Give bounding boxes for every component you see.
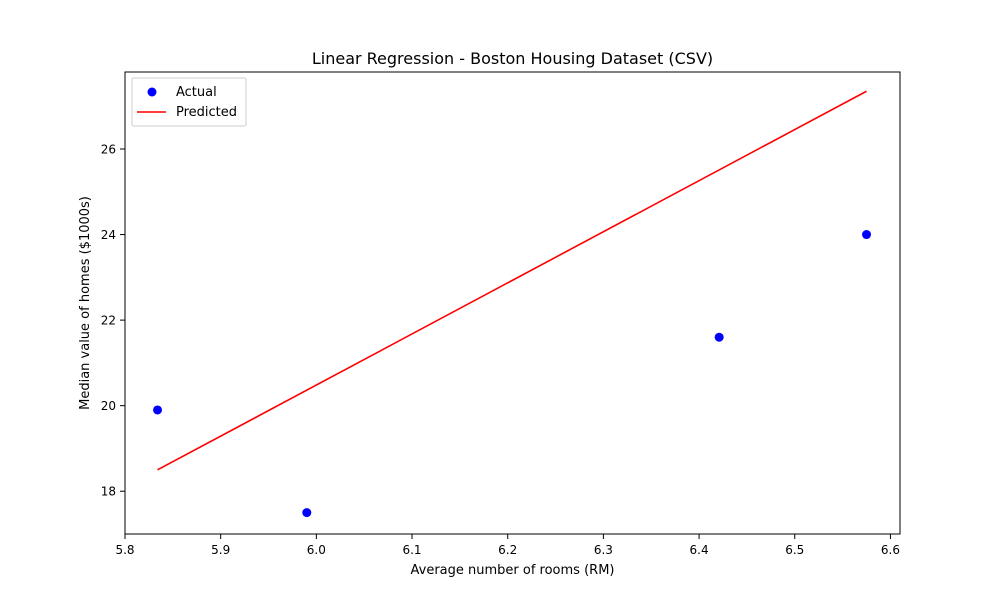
- x-axis-ticks: 5.8 5.9 6.0 6.1 6.2 6.3 6.4 6.5 6.6: [115, 534, 900, 557]
- x-tick-label: 6.3: [594, 543, 613, 557]
- x-tick-label: 6.2: [498, 543, 517, 557]
- x-tick-label: 6.4: [690, 543, 709, 557]
- y-tick-label: 26: [101, 143, 116, 157]
- x-tick-label: 6.5: [785, 543, 804, 557]
- plot-area: [153, 90, 872, 518]
- predicted-regression-line: [157, 90, 867, 471]
- y-axis-ticks: 18 20 22 24 26: [101, 143, 125, 499]
- legend: Actual Predicted: [131, 77, 247, 127]
- x-tick-label: 6.6: [881, 543, 900, 557]
- x-tick-label: 5.9: [211, 543, 230, 557]
- actual-data-point: [153, 405, 163, 415]
- y-axis-label: Median value of homes ($1000s): [78, 196, 93, 410]
- y-tick-label: 18: [101, 485, 116, 499]
- chart-title: Linear Regression - Boston Housing Datas…: [312, 49, 713, 68]
- actual-data-point: [862, 230, 872, 240]
- legend-actual-label: Actual: [176, 85, 217, 100]
- actual-data-point: [302, 508, 312, 518]
- x-tick-label: 5.8: [115, 543, 134, 557]
- y-tick-label: 24: [101, 228, 116, 242]
- y-tick-label: 20: [101, 399, 116, 413]
- y-tick-label: 22: [101, 314, 116, 328]
- legend-predicted-label: Predicted: [176, 105, 237, 120]
- plot-frame: [124, 71, 901, 535]
- x-tick-label: 6.0: [307, 543, 326, 557]
- x-axis-label: Average number of rooms (RM): [411, 563, 615, 578]
- legend-box: [131, 77, 247, 127]
- legend-actual-marker: [147, 87, 157, 97]
- x-tick-label: 6.1: [402, 543, 421, 557]
- actual-data-point: [714, 332, 724, 342]
